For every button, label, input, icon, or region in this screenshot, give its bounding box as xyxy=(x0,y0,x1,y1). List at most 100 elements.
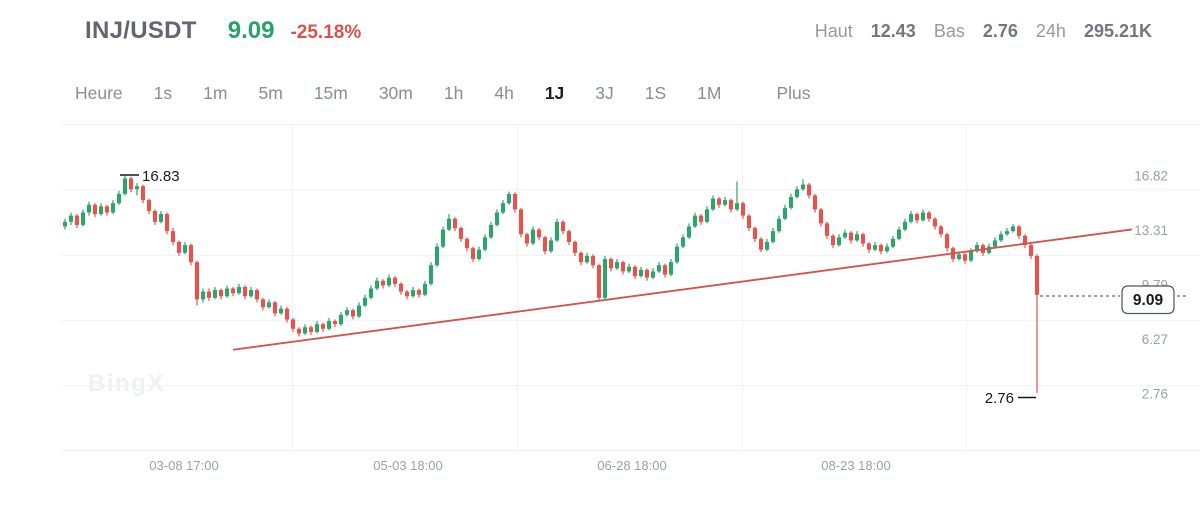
price-axis-label: 16.82 xyxy=(1134,169,1168,184)
candle-body xyxy=(602,259,608,298)
candle-body xyxy=(518,209,524,235)
price-axis-label: 13.31 xyxy=(1134,223,1168,238)
candle-body xyxy=(230,288,236,294)
candle-body xyxy=(404,291,410,297)
candle-body xyxy=(290,319,296,329)
candle-body xyxy=(794,189,800,198)
candle-body xyxy=(494,212,500,225)
candle-body xyxy=(242,286,248,297)
candle-body xyxy=(62,221,68,227)
candle-body xyxy=(512,193,518,210)
candle-body xyxy=(248,290,254,297)
candle-body xyxy=(350,310,356,317)
candle-body xyxy=(752,228,758,239)
candle-body xyxy=(932,218,938,227)
candle-body xyxy=(452,218,458,229)
candle-body xyxy=(398,283,404,292)
candle-body xyxy=(140,186,146,201)
candle-body xyxy=(968,251,974,261)
candle-body xyxy=(86,204,92,213)
timeframe-tab-1j[interactable]: 1J xyxy=(544,83,565,103)
timeframe-tab-1m[interactable]: 1m xyxy=(203,83,228,103)
candles-group xyxy=(62,174,1040,394)
timeframe-tab-heure[interactable]: Heure xyxy=(75,83,123,103)
candle-body xyxy=(566,231,572,242)
candle-body xyxy=(224,288,230,297)
candle-body xyxy=(164,214,170,232)
timeframe-tab-15m[interactable]: 15m xyxy=(313,83,348,103)
timeframe-tab-1s[interactable]: 1s xyxy=(153,83,173,103)
candle-body xyxy=(848,232,854,241)
stat-low-label: Bas xyxy=(933,21,965,41)
candle-body xyxy=(650,271,656,278)
candle-body xyxy=(296,328,302,334)
candle-body xyxy=(332,321,338,325)
candle-body xyxy=(236,286,242,294)
candle-body xyxy=(956,254,962,260)
candle-body xyxy=(578,252,584,263)
timeframe-tab-30m[interactable]: 30m xyxy=(378,83,413,103)
candle-body xyxy=(326,321,332,329)
candle-body xyxy=(854,234,860,241)
candle-body xyxy=(206,291,212,298)
timeframe-tab-more[interactable]: Plus xyxy=(776,83,811,103)
candle-body xyxy=(818,209,824,224)
candle-body xyxy=(800,184,806,190)
candle-body xyxy=(356,305,362,317)
candle-body xyxy=(638,269,644,277)
candle-body xyxy=(686,226,692,238)
price-axis-label: 2.76 xyxy=(1142,387,1168,402)
high-annotation: 16.83 xyxy=(120,168,180,185)
candle-body xyxy=(788,197,794,208)
candle-body xyxy=(98,206,104,215)
candle-body xyxy=(656,265,662,272)
candle-body xyxy=(944,234,950,249)
candle-body xyxy=(662,265,668,275)
candle-body xyxy=(542,237,548,252)
candle-body xyxy=(758,238,764,250)
stat-volume-value: 295.21K xyxy=(1083,21,1152,41)
candle-body xyxy=(908,214,914,222)
candle-body xyxy=(920,212,926,221)
timeframe-tab-1m[interactable]: 1M xyxy=(697,83,722,103)
candle-body xyxy=(734,203,740,210)
timeframe-tab-1s[interactable]: 1S xyxy=(644,83,667,103)
candle-body xyxy=(488,224,494,238)
candle-body xyxy=(440,229,446,247)
candle-body xyxy=(308,327,314,332)
chart-grid xyxy=(62,124,1200,451)
candle-body xyxy=(680,237,686,247)
candle-body xyxy=(866,243,872,250)
candle-body xyxy=(824,223,830,236)
candle-body xyxy=(776,218,782,232)
candle-body xyxy=(668,262,674,275)
candle-body xyxy=(212,290,218,298)
candle-body xyxy=(926,212,932,219)
candle-body xyxy=(284,308,290,320)
candle-body xyxy=(962,254,968,261)
trendline xyxy=(232,228,1133,351)
timeframe-tab-3j[interactable]: 3J xyxy=(595,83,614,103)
candle-body xyxy=(392,277,398,284)
candle-body xyxy=(416,290,422,295)
candle-body xyxy=(710,198,716,210)
stat-volume-label: 24h xyxy=(1035,21,1066,41)
candle-body xyxy=(302,327,308,334)
last-price-box-label: 9.09 xyxy=(1133,292,1164,309)
timeframe-tab-4h[interactable]: 4h xyxy=(494,83,514,103)
low-annotation-label: 2.76 xyxy=(985,390,1014,407)
candle-body xyxy=(500,203,506,213)
candle-body xyxy=(122,178,128,194)
candle-body xyxy=(194,262,200,300)
candle-body xyxy=(698,215,704,222)
timeframe-tab-1h[interactable]: 1h xyxy=(443,83,464,103)
candle-body xyxy=(200,291,206,300)
stat-high-value: 12.43 xyxy=(870,21,916,41)
timeframe-tab-5m[interactable]: 5m xyxy=(258,83,283,103)
candle-body xyxy=(692,215,698,227)
candle-body xyxy=(902,221,908,230)
candle-body xyxy=(740,203,746,216)
candle-body xyxy=(314,324,320,332)
